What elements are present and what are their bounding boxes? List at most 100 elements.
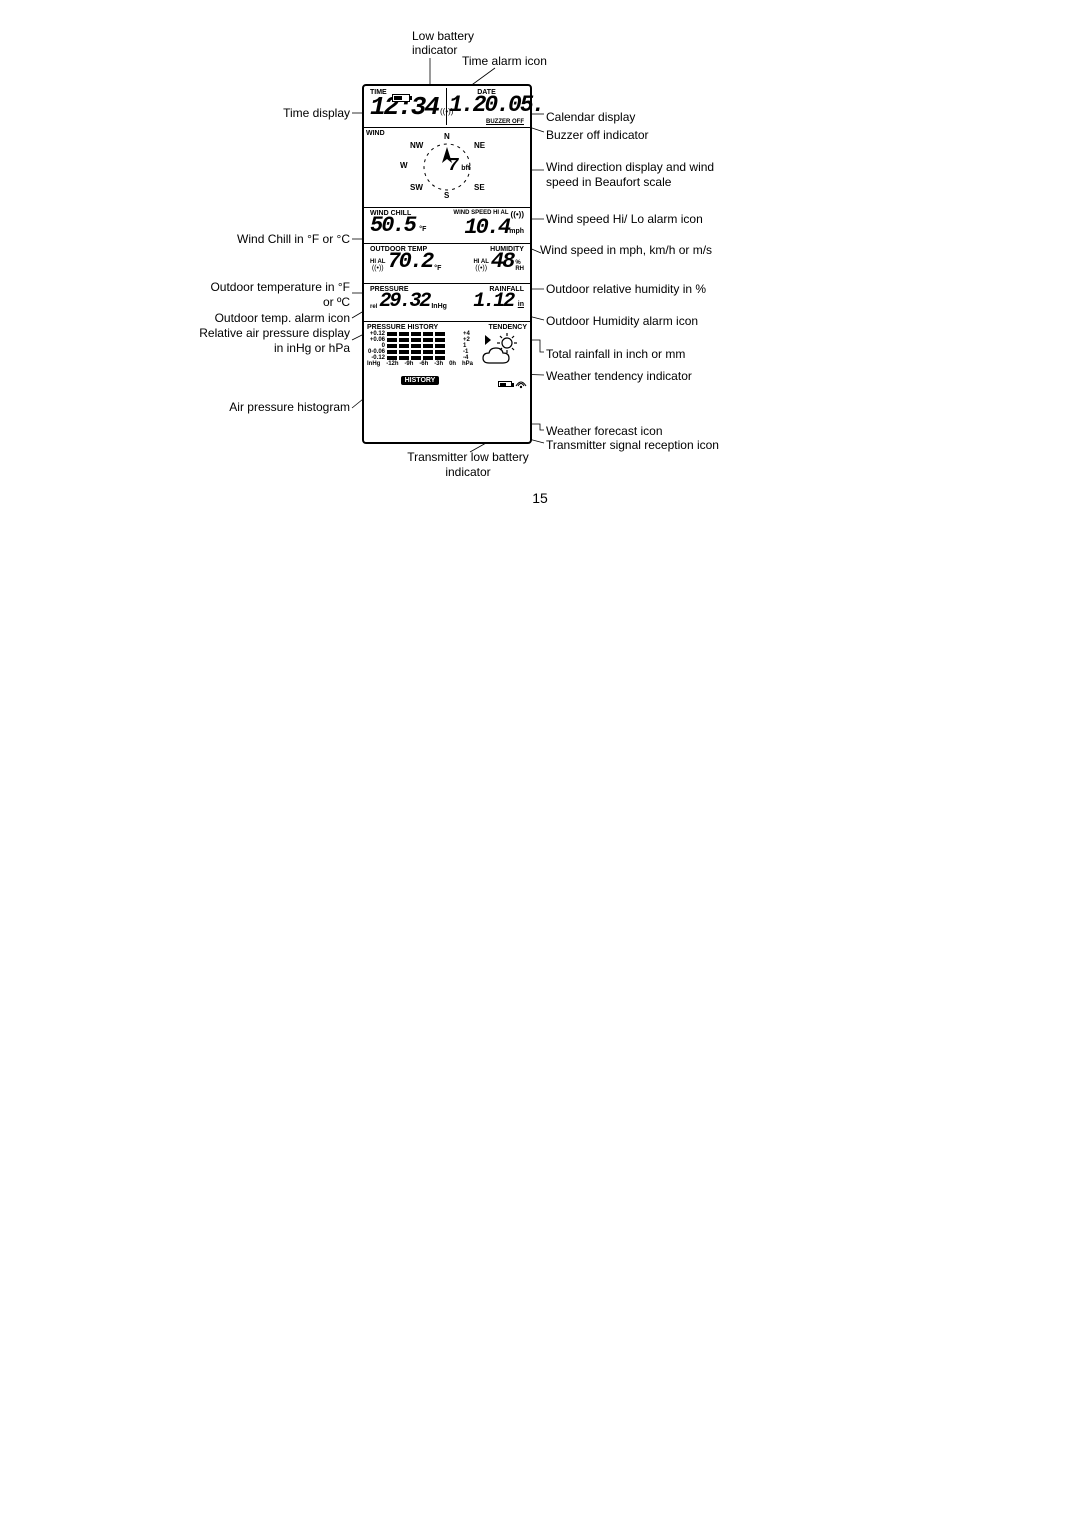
windspeed-cell: WIND SPEED HI AL ((•)) 10.4mph <box>447 210 526 241</box>
hum-label: HUMIDITY <box>452 246 524 253</box>
bft-unit: bft <box>461 165 470 172</box>
row-windchill-speed: WIND CHILL 50.5 °F WIND SPEED HI AL ((•)… <box>364 208 530 244</box>
hist-bar <box>423 356 433 360</box>
label-time-display: Time display <box>210 106 350 121</box>
date-cell: DATE 1.20.05. BUZZER OFF <box>447 88 526 125</box>
hist-bar <box>423 344 433 348</box>
hist-bar <box>399 332 409 336</box>
hist-bar <box>435 356 445 360</box>
label-outdoor-temp: Outdoor temperature in °F or ºC <box>200 280 350 310</box>
text: Time alarm icon <box>462 54 547 68</box>
hist-label: PRESSURE HISTORY <box>367 324 438 331</box>
buzzer-off-indicator: BUZZER OFF <box>486 119 524 125</box>
windchill-cell: WIND CHILL 50.5 °F <box>368 210 447 241</box>
tendency-icon <box>477 331 527 371</box>
pressure-unit: InHg <box>431 303 447 310</box>
hist-bar <box>435 344 445 348</box>
label-wind-chill: Wind Chill in °F or °C <box>200 232 350 247</box>
hist-bar <box>423 350 433 354</box>
hist-bar <box>411 338 421 342</box>
page-number: 15 <box>0 490 1080 506</box>
hist-x-label: -6h <box>419 361 428 367</box>
bft-value: 7 <box>448 156 457 176</box>
windspeed-value: 10.4 <box>464 215 509 240</box>
hist-bar <box>387 338 397 342</box>
hist-bar <box>435 338 445 342</box>
hum-value: 48 <box>491 253 513 272</box>
hist-bar <box>411 344 421 348</box>
dir-w: W <box>400 161 408 170</box>
label-time-alarm-icon: Time alarm icon <box>462 54 582 68</box>
low-battery-icon <box>392 94 410 102</box>
hist-bar <box>423 338 433 342</box>
hist-x-label: hPa <box>462 361 473 367</box>
label-tx-low-batt: Transmitter low battery indicator <box>388 450 548 480</box>
hum-rh: RH <box>515 266 524 272</box>
hist-x-axis: InHg -12h -9h -6h -3h 0h hPa <box>367 361 473 367</box>
hist-bar <box>387 356 397 360</box>
tx-low-battery-icon <box>498 381 512 387</box>
windchill-unit: °F <box>419 226 426 233</box>
pressure-rel: rel <box>370 304 377 310</box>
label-humidity: Outdoor relative humidity in % <box>546 282 726 297</box>
hist-bar <box>423 332 433 336</box>
label-wind-alarm: Wind speed Hi/ Lo alarm icon <box>546 212 726 227</box>
pressure-value: 29.32 <box>379 293 429 310</box>
hist-bar <box>411 350 421 354</box>
label-pressure: Relative air pressure display in inHg or… <box>190 326 350 356</box>
label-calendar: Calendar display <box>546 110 716 125</box>
weather-station-lcd: TIME 12:34 ((•)) DATE 1.20.05. BUZZER OF… <box>362 84 532 444</box>
label-rainfall: Total rainfall in inch or mm <box>546 347 736 362</box>
hist-x-label: -3h <box>434 361 443 367</box>
time-cell: TIME 12:34 ((•)) <box>368 88 447 125</box>
hist-x-label: InHg <box>367 361 380 367</box>
hist-bar <box>387 332 397 336</box>
hist-x-label: -9h <box>404 361 413 367</box>
hist-x-label: 0h <box>449 361 456 367</box>
history-pill: HISTORY <box>401 376 440 385</box>
hist-x-label: -12h <box>386 361 398 367</box>
temp-value: 70.2 <box>387 253 432 272</box>
label-outdoor-temp-alarm: Outdoor temp. alarm icon <box>200 311 350 326</box>
windchill-value: 50.5 <box>370 213 415 238</box>
label-wind-speed: Wind speed in mph, km/h or m/s <box>540 243 720 258</box>
label-signal: Transmitter signal reception icon <box>546 438 736 453</box>
label-tendency: Weather tendency indicator <box>546 369 726 384</box>
pressure-histogram: +0.12+4+0.06+2010-0.06-1-0.12-4 InHg-12h… <box>367 331 473 387</box>
label-buzzer-off: Buzzer off indicator <box>546 128 716 143</box>
hist-bar <box>411 356 421 360</box>
label-histogram: Air pressure histogram <box>200 400 350 415</box>
label-wind-dir: Wind direction display and wind speed in… <box>546 160 726 190</box>
hist-bar <box>399 356 409 360</box>
date-value: 1.20.05. <box>449 96 524 116</box>
row-history-tendency: PRESSURE HISTORY TENDENCY +0.12+4+0.06+2… <box>364 322 530 400</box>
hum-cell: HUMIDITY HI AL ((•)) 48 % RH <box>450 246 526 281</box>
rain-cell: RAINFALL 1.12 in <box>456 286 526 319</box>
hist-bar <box>399 344 409 348</box>
row-time-date: TIME 12:34 ((•)) DATE 1.20.05. BUZZER OF… <box>364 86 530 128</box>
compass-ring-icon <box>408 137 486 197</box>
wind-alarm-icon: ((•)) <box>511 210 524 219</box>
label-forecast: Weather forecast icon <box>546 424 726 439</box>
temp-cell: OUTDOOR TEMP HI AL ((•)) 70.2 °F <box>368 246 450 281</box>
temp-unit: °F <box>434 265 441 272</box>
rain-value: 1.12 <box>473 290 513 313</box>
tendency-forecast <box>477 331 527 390</box>
compass: N NE E SE S SW W NW 7 bft <box>408 137 486 197</box>
tend-label: TENDENCY <box>488 324 527 331</box>
hist-bar <box>387 350 397 354</box>
hist-bar <box>399 350 409 354</box>
row-temp-hum: OUTDOOR TEMP HI AL ((•)) 70.2 °F HUMIDIT… <box>364 244 530 284</box>
row-wind: WIND N NE E SE S SW W NW 7 <box>364 128 530 208</box>
hist-bar <box>399 338 409 342</box>
signal-icon <box>515 378 527 390</box>
hist-bar <box>435 350 445 354</box>
windspeed-unit: mph <box>509 228 524 235</box>
rain-unit: in <box>518 301 524 308</box>
hist-bar <box>411 332 421 336</box>
hum-alarm-icon: ((•)) <box>475 265 487 272</box>
pressure-cell: PRESSURE rel 29.32 InHg <box>368 286 456 319</box>
row-pressure-rain: PRESSURE rel 29.32 InHg RAINFALL 1.12 in <box>364 284 530 322</box>
temp-alarm-icon: ((•)) <box>372 265 384 272</box>
hist-bar <box>435 332 445 336</box>
